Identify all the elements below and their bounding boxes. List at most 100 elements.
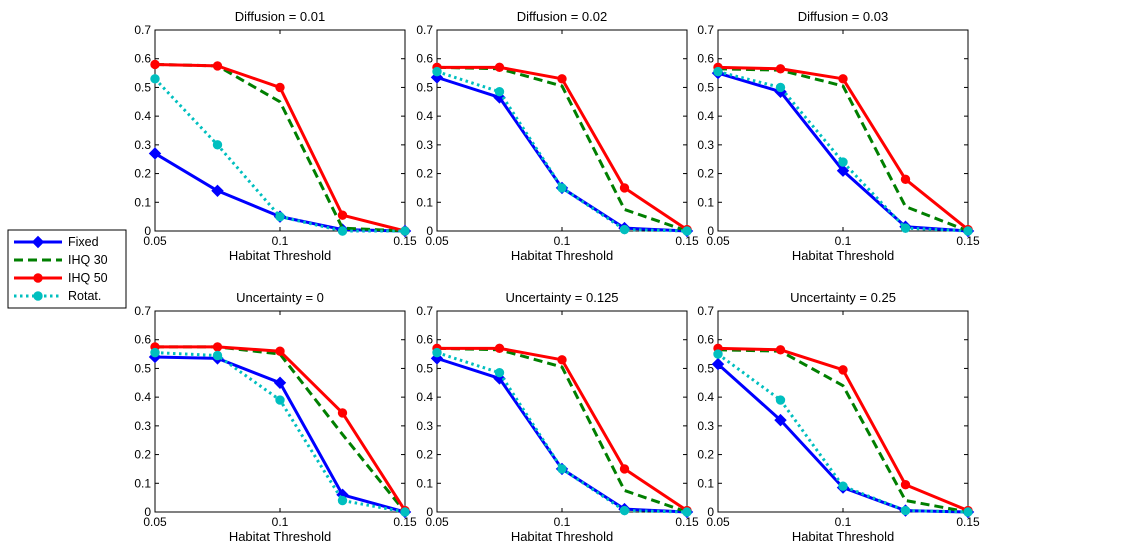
data-point-fixed [774, 413, 787, 427]
y-tick-label: 0 [707, 505, 714, 519]
series-line-ihq-30 [436, 346, 688, 514]
y-tick-label: 0 [144, 505, 151, 519]
data-point-rotat [150, 74, 160, 84]
data-point-ihq-50 [557, 355, 567, 365]
data-point-ihq-50 [619, 464, 630, 474]
y-tick-label: 0.2 [416, 448, 433, 462]
chart-panel-6: Uncertainty = 0.25 0 0.1 0.2 0.3 0.4 0.5 0.6 0.7… [697, 290, 980, 544]
x-tick-label: 0.15 [956, 234, 980, 248]
data-point-rotat [838, 481, 848, 491]
data-point-rotat [963, 507, 973, 517]
y-tick-label: 0.3 [697, 138, 714, 152]
data-point-ihq-50 [212, 342, 223, 352]
legend-marker-fixed [31, 235, 45, 249]
y-tick-label: 0.5 [134, 80, 151, 94]
legend-label-ihq-50: IHQ 50 [68, 271, 108, 285]
y-tick-label: 0.3 [697, 419, 714, 433]
data-point-rotat [400, 507, 410, 517]
series-line-ihq-30 [436, 65, 688, 233]
data-point-ihq-50 [838, 74, 848, 84]
data-point-ihq-50 [337, 210, 348, 220]
x-tick-label: 0.05 [425, 234, 449, 248]
plot-area [154, 310, 406, 513]
data-point-rotat [557, 464, 567, 474]
y-tick-label: 0.7 [416, 304, 433, 318]
data-point-rotat [337, 495, 348, 506]
data-point-ihq-50 [494, 62, 505, 73]
y-tick-label: 0.4 [697, 390, 714, 404]
y-tick-label: 0.1 [697, 476, 714, 490]
y-tick-label: 0.2 [134, 448, 151, 462]
data-point-ihq-50 [212, 61, 223, 71]
y-tick-label: 0.6 [697, 52, 714, 66]
x-axis-label: Habitat Threshold [511, 529, 613, 544]
data-point-ihq-50 [494, 343, 505, 354]
data-point-ihq-50 [275, 346, 285, 356]
x-tick-label: 0.05 [143, 515, 167, 529]
y-tick-label: 0 [707, 224, 714, 238]
data-point-rotat [619, 224, 630, 235]
series-group [430, 343, 694, 519]
data-point-fixed [273, 376, 287, 389]
series-line-rotat [717, 70, 969, 233]
x-tick-label: 0.15 [956, 515, 980, 529]
y-tick-label: 0.4 [697, 109, 714, 123]
data-point-rotat [900, 223, 911, 233]
x-tick-label: 0.15 [675, 515, 699, 529]
y-tick-label: 0.5 [697, 80, 714, 94]
data-point-rotat [682, 507, 692, 517]
x-axis-label: Habitat Threshold [229, 529, 331, 544]
chart-panels: Diffusion = 0.01 0 0.1 0.2 0.3 0.4 0.5 0.6 0.7 0.… [134, 9, 980, 544]
x-axis-label: Habitat Threshold [792, 529, 894, 544]
chart-title: Diffusion = 0.02 [517, 9, 607, 24]
y-tick-label: 0.1 [134, 476, 151, 490]
y-tick-label: 0.2 [134, 167, 151, 181]
x-tick-label: 0.1 [554, 515, 571, 529]
data-point-rotat [900, 505, 911, 516]
plot-area [436, 310, 688, 513]
data-point-rotat [432, 66, 442, 77]
y-tick-label: 0.2 [697, 448, 714, 462]
y-tick-label: 0.3 [416, 138, 433, 152]
y-tick-label: 0 [426, 224, 433, 238]
chart-title: Diffusion = 0.01 [235, 9, 325, 24]
data-point-rotat [150, 347, 160, 358]
series-group [148, 342, 412, 519]
data-point-rotat [713, 66, 723, 77]
data-point-rotat [775, 82, 786, 93]
data-point-rotat [963, 226, 973, 236]
y-tick-label: 0.7 [134, 23, 151, 37]
y-tick-label: 0.4 [134, 390, 151, 404]
data-point-rotat [400, 226, 410, 236]
data-point-rotat [275, 211, 285, 222]
chart-title: Uncertainty = 0 [236, 290, 324, 305]
y-tick-label: 0.4 [134, 109, 151, 123]
data-point-rotat [775, 395, 786, 405]
y-tick-label: 0 [426, 505, 433, 519]
data-point-rotat [337, 226, 348, 236]
y-tick-label: 0.1 [416, 476, 433, 490]
data-point-ihq-50 [619, 183, 630, 193]
x-axis-label: Habitat Threshold [229, 248, 331, 263]
data-point-rotat [494, 87, 505, 97]
y-tick-label: 0.7 [134, 304, 151, 318]
x-tick-label: 0.15 [393, 234, 417, 248]
x-tick-label: 0.1 [272, 515, 289, 529]
y-tick-label: 0.5 [416, 361, 433, 375]
y-tick-label: 0.2 [416, 167, 433, 181]
data-point-rotat [212, 350, 223, 361]
y-tick-label: 0.7 [416, 23, 433, 37]
series-group [711, 343, 975, 519]
y-tick-label: 0 [144, 224, 151, 238]
data-point-ihq-50 [775, 345, 786, 355]
x-tick-label: 0.15 [393, 515, 417, 529]
chart-title: Uncertainty = 0.125 [505, 290, 618, 305]
x-axis-label: Habitat Threshold [792, 248, 894, 263]
y-tick-label: 0.3 [134, 419, 151, 433]
plot-area [436, 29, 688, 232]
chart-panel-2: Diffusion = 0.02 0 0.1 0.2 0.3 0.4 0.5 0.6 0.7 0.… [416, 9, 699, 263]
y-tick-label: 0.5 [416, 80, 433, 94]
legend-label-ihq-30: IHQ 30 [68, 253, 108, 267]
chart-panel-4: Uncertainty = 0 0 0.1 0.2 0.3 0.4 0.5 0.6 0.7 0.0… [134, 290, 417, 544]
y-tick-label: 0.6 [416, 52, 433, 66]
